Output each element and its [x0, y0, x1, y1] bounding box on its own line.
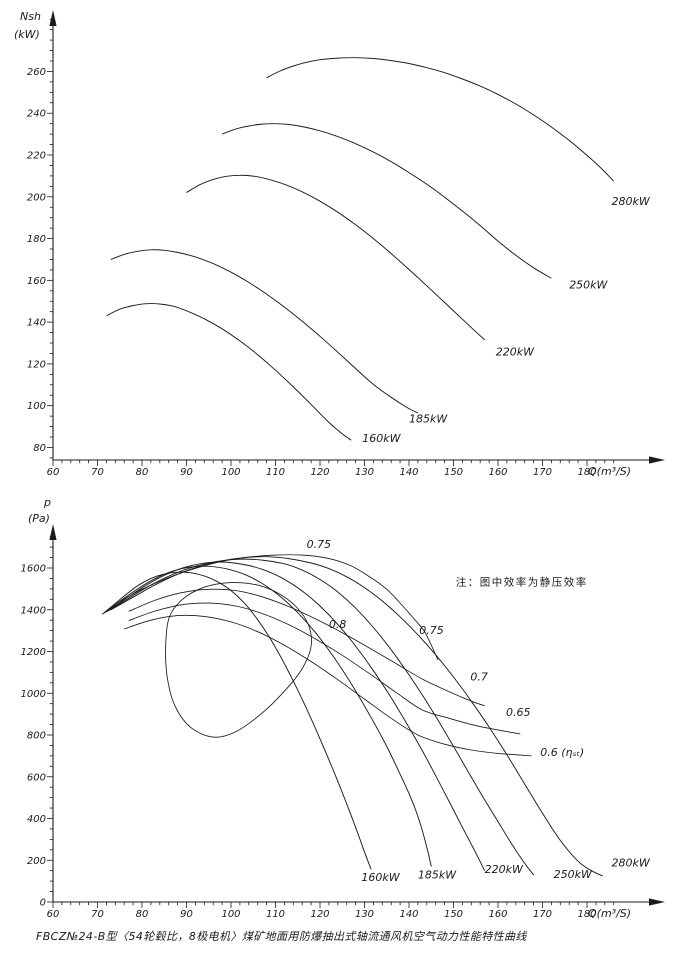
x-tick-label: 110: [266, 909, 285, 920]
efficiency-label: 0.8: [329, 618, 347, 631]
y-axis-title: (kW): [14, 28, 40, 41]
y-axis-title: Nsh: [20, 10, 41, 23]
x-tick-label: 110: [266, 467, 285, 478]
x-tick-label: 70: [91, 467, 104, 478]
y-tick-label: 140: [27, 318, 46, 329]
x-tick-label: 150: [444, 909, 463, 920]
curve-label-250kW: 250kW: [554, 868, 593, 881]
x-tick-label: 60: [47, 909, 60, 920]
curve-185kW: [103, 565, 432, 867]
x-axis-arrow-icon: [649, 456, 665, 464]
y-tick-label: 200: [27, 192, 46, 203]
y-tick-label: 800: [27, 731, 46, 742]
x-tick-label: 120: [310, 467, 329, 478]
y-tick-label: 180: [27, 234, 46, 245]
x-tick-label: 140: [399, 909, 418, 920]
x-tick-label: 70: [91, 909, 104, 920]
y-axis-title: p: [43, 496, 51, 509]
curve-280kW: [110, 556, 603, 877]
y-tick-label: 1200: [21, 647, 46, 658]
y-tick-label: 1400: [21, 605, 46, 616]
y-axis-arrow-icon: [49, 524, 57, 540]
curve-220kW: [186, 174, 486, 341]
y-tick-label: 1000: [21, 689, 46, 700]
curve-160kW: [101, 571, 372, 870]
tick-marks: [47, 18, 615, 466]
shaft-power-chart: 60 70 80 90 100 110 120 130 140 150 160 170 180 80 100…: [14, 10, 665, 478]
y-axis-title: (Pa): [28, 512, 50, 525]
curve-label-280kW: 280kW: [611, 195, 650, 208]
x-tick-label: 170: [533, 467, 552, 478]
x-tick-label: 180: [577, 909, 596, 920]
figure-caption: FBCZ№24-B型〈54轮毂比，8极电机〉煤矿地面用防爆抽出式轴流通风机空气动…: [36, 930, 527, 943]
curve-220kW: [106, 561, 486, 871]
tick-marks: [47, 536, 615, 908]
curve-250kW: [221, 123, 552, 279]
curve-label-185kW: 185kW: [409, 412, 448, 425]
curve-label-160kW: 160kW: [361, 871, 400, 884]
curve-label-220kW: 220kW: [485, 863, 524, 876]
y-tick-label: 200: [27, 856, 46, 867]
x-tick-label: 90: [180, 909, 193, 920]
x-tick-label: 150: [444, 467, 463, 478]
x-tick-label: 140: [399, 467, 418, 478]
y-tick-label: 240: [27, 109, 46, 120]
x-axis-arrow-icon: [649, 898, 665, 906]
efficiency-contour-0.65: [128, 602, 521, 735]
y-tick-label: 1600: [21, 564, 46, 575]
y-tick-label: 600: [27, 772, 46, 783]
y-tick-label: 160: [27, 276, 46, 287]
curve-label-280kW: 280kW: [611, 857, 650, 870]
efficiency-label: 0.75: [307, 538, 332, 551]
curve-label-250kW: 250kW: [569, 279, 608, 292]
efficiency-contour-0.7: [128, 588, 485, 707]
y-tick-label: 0: [40, 898, 46, 909]
curve-160kW: [106, 303, 352, 441]
y-tick-label: 260: [27, 67, 46, 78]
efficiency-label: 0.6 (ηₛₜ): [540, 746, 584, 759]
curve-185kW: [110, 249, 419, 414]
y-axis-arrow-icon: [49, 10, 57, 26]
x-tick-label: 180: [577, 467, 596, 478]
x-tick-label: 90: [180, 467, 193, 478]
x-tick-label: 170: [533, 909, 552, 920]
efficiency-contour-0.75: [119, 554, 439, 661]
x-tick-label: 130: [355, 909, 374, 920]
efficiency-label: 0.65: [506, 706, 531, 719]
pressure-chart: 60 70 80 90 100 110 120 130 140 150 160 170 180 0 200 4…: [21, 496, 665, 920]
x-tick-label: 100: [221, 909, 240, 920]
x-tick-label: 160: [488, 467, 507, 478]
x-axis-title: Q(m³/S): [588, 465, 631, 478]
y-tick-label: 400: [27, 814, 46, 825]
y-tick-label: 80: [33, 443, 46, 454]
y-tick-label: 220: [27, 151, 46, 162]
curve-280kW: [266, 57, 615, 182]
curve-label-160kW: 160kW: [362, 432, 401, 445]
efficiency-label: 0.7: [470, 671, 488, 684]
y-tick-label: 120: [27, 359, 46, 370]
x-tick-label: 100: [221, 467, 240, 478]
x-axis-title: Q(m³/S): [588, 907, 631, 920]
curve-250kW: [108, 558, 534, 876]
x-tick-label: 60: [47, 467, 60, 478]
x-tick-label: 80: [136, 909, 149, 920]
x-tick-label: 80: [136, 467, 149, 478]
curve-label-220kW: 220kW: [496, 346, 535, 359]
x-tick-label: 120: [310, 909, 329, 920]
x-tick-label: 160: [488, 909, 507, 920]
y-tick-label: 100: [27, 401, 46, 412]
efficiency-contour-0.6: [124, 614, 532, 757]
efficiency-label: 0.75: [419, 624, 444, 637]
x-tick-label: 130: [355, 467, 374, 478]
curve-label-185kW: 185kW: [418, 869, 457, 882]
chart-note: 注：图中效率为静压效率: [456, 576, 588, 589]
efficiency-contour-0.8: [165, 582, 312, 738]
